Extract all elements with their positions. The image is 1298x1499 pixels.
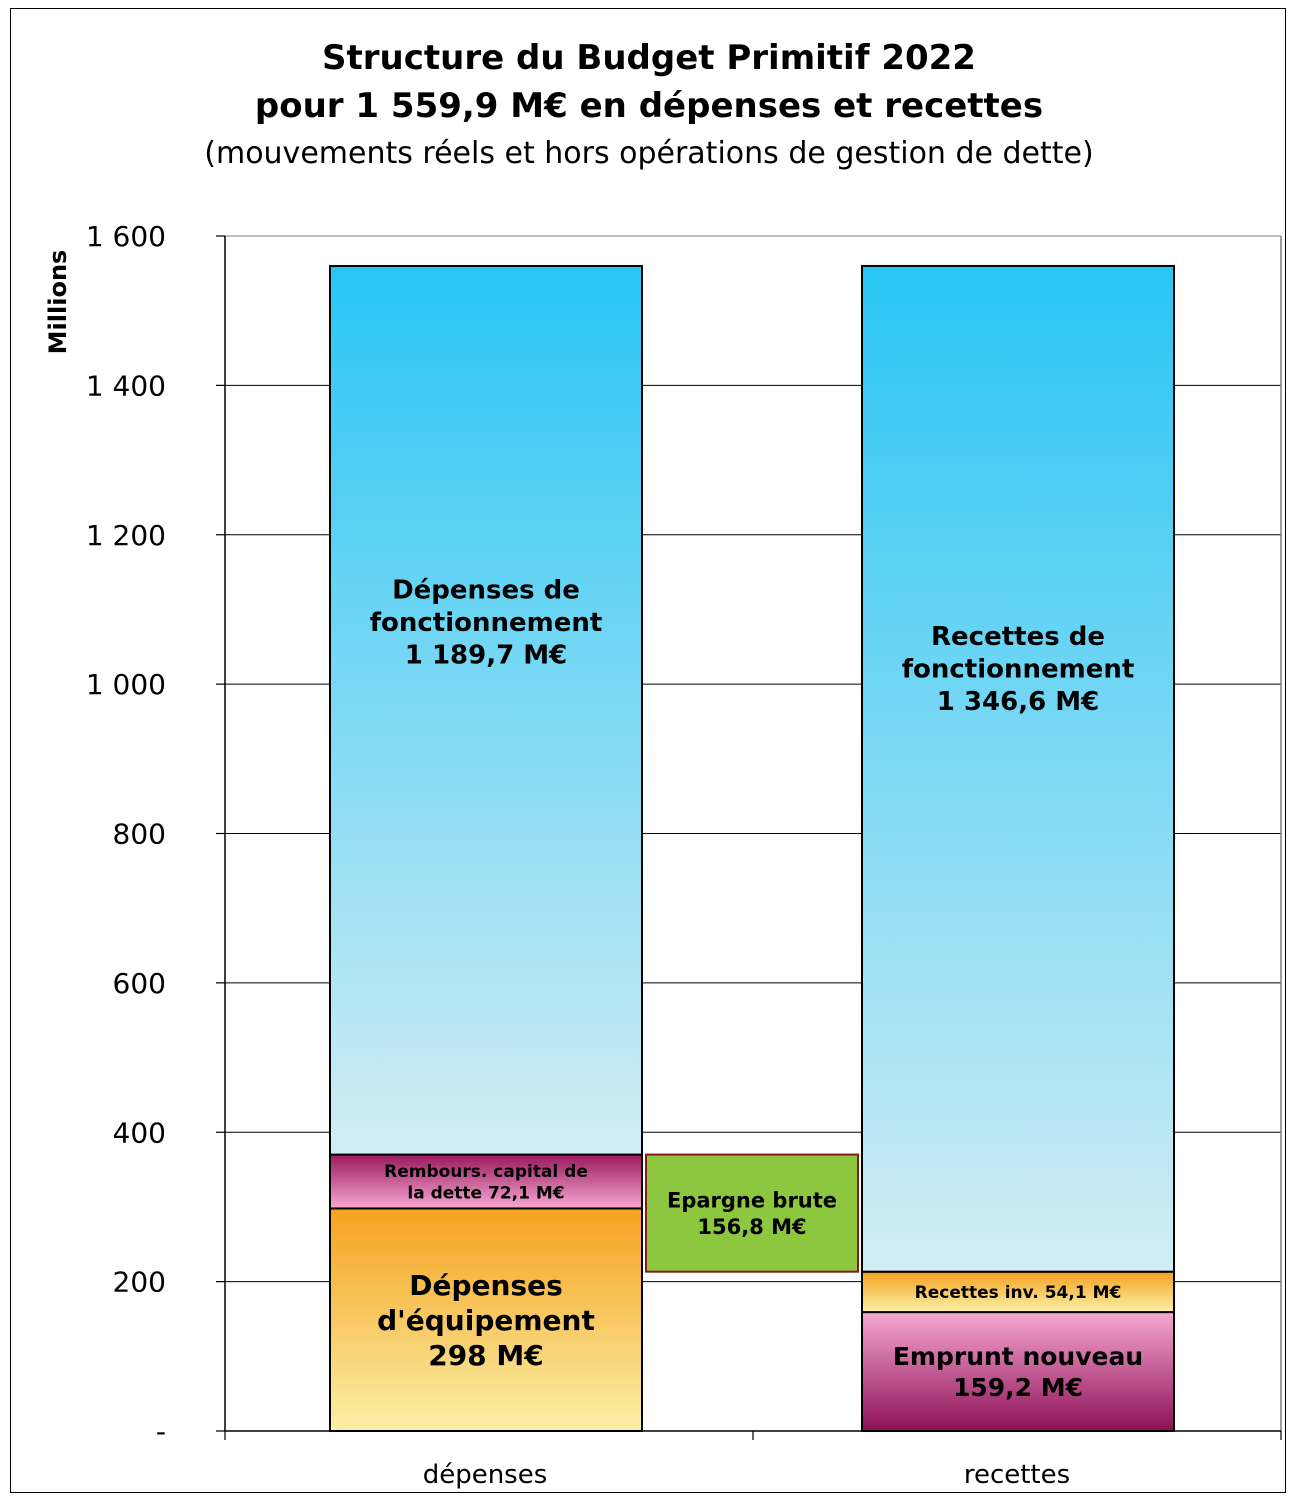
x-tick-label: recettes: [964, 1460, 1070, 1490]
y-tick-label: 1 200: [86, 519, 166, 552]
y-axis-label: Millions: [44, 250, 72, 355]
y-tick-label: 600: [113, 967, 166, 1000]
bar-segment: [861, 264, 1175, 1273]
axes: - 200 400 600 800 1 000 1 200 1 400 1 600 Million…: [44, 220, 1282, 1490]
chart-note: (mouvements réels et hors opérations de …: [204, 136, 1094, 171]
y-tick-label: 1 600: [86, 220, 166, 253]
floating-label: Epargne brute: [667, 1189, 837, 1213]
chart-title: Structure du Budget Primitif 2022: [322, 38, 976, 78]
y-tick-label: 200: [113, 1266, 166, 1299]
x-tick-label: dépenses: [423, 1460, 548, 1490]
bar-segment: [329, 1207, 643, 1433]
segment-label: 1 189,7 M€: [405, 640, 567, 670]
segment-label: 298 M€: [428, 1339, 544, 1372]
segment-label: Recettes inv. 54,1 M€: [915, 1283, 1122, 1303]
floating-label: 156,8 M€: [697, 1215, 806, 1239]
segment-label: Rembours. capital de: [384, 1162, 588, 1182]
y-tick-label: 400: [113, 1116, 166, 1149]
y-tick-label: 1 400: [86, 369, 166, 402]
bar-segment: [329, 1153, 643, 1210]
y-tick-label: -: [156, 1415, 166, 1448]
bar-segments: [329, 264, 1175, 1433]
bar-segment: [329, 265, 643, 1156]
segment-label: 1 346,6 M€: [937, 687, 1099, 717]
segment-label: la dette 72,1 M€: [407, 1183, 564, 1203]
segment-label: Recettes de: [931, 622, 1105, 652]
floating-segment: [645, 1153, 859, 1273]
y-tick-label: 1 000: [86, 668, 166, 701]
segment-label: fonctionnement: [370, 608, 603, 638]
segment-label: Dépenses de: [392, 575, 580, 605]
chart-subtitle: pour 1 559,9 M€ en dépenses et recettes: [254, 86, 1044, 126]
segment-label: 159,2 M€: [953, 1373, 1083, 1402]
segment-label: d'équipement: [377, 1304, 595, 1337]
bar-segment: [861, 1311, 1175, 1433]
segment-label: Dépenses: [409, 1269, 563, 1302]
bar-segment: [861, 1270, 1175, 1314]
segment-label: fonctionnement: [902, 655, 1135, 685]
segment-label: Emprunt nouveau: [893, 1342, 1143, 1371]
y-tick-label: 800: [113, 818, 166, 851]
